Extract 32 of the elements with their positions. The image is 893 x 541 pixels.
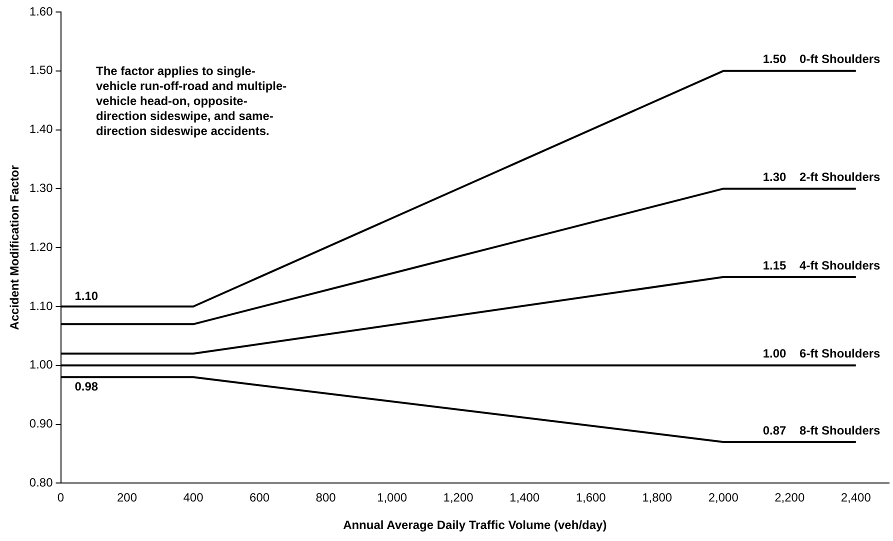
x-tick-label: 0 (57, 490, 64, 505)
text: 1.15 4-ft Shoulders (762, 258, 880, 272)
x-tick-label: 1,000 (377, 490, 408, 505)
y-tick-label: 0.80 (29, 476, 54, 490)
y-tick-label: 1.50 (29, 63, 54, 78)
y-axis-title: Accident Modification Factor (8, 164, 22, 330)
x-tick-label: 400 (183, 490, 204, 505)
x-tick-label: 1,200 (443, 490, 474, 505)
y-tick-label: 1.20 (29, 240, 54, 254)
data-label: 1.10 (74, 288, 98, 303)
y-tick-label: 1.30 (29, 181, 54, 196)
x-tick-label: 800 (316, 490, 336, 505)
y-tick-label: 1.60 (29, 4, 54, 18)
y-tick-label: 0.90 (29, 416, 54, 431)
x-tick-label: 1,600 (576, 490, 606, 505)
x-tick-label: 2,200 (774, 490, 805, 505)
text: 0.87 8-ft Shoulders (762, 423, 880, 438)
x-tick-label: 2,400 (840, 490, 872, 505)
y-tick-label: 1.40 (29, 122, 54, 136)
annotation: The factor applies to single-vehicle run-off-road and multiple-vehicle head-on, opposite-direction sideswipe, and same-direction sideswipe accidents. (96, 64, 288, 139)
y-tick-label: 1.10 (29, 298, 54, 313)
x-tick-label: 1,400 (510, 490, 540, 505)
text: 1.00 6-ft Shoulders (762, 346, 880, 361)
x-tick-label: 2,000 (708, 490, 739, 505)
y-tick-label: 1.00 (29, 358, 54, 372)
x-tick-label: 200 (117, 490, 138, 505)
text: 1.30 2-ft Shoulders (762, 170, 880, 184)
text: 1.50 0-ft Shoulders (762, 52, 880, 66)
x-axis-title: Annual Average Daily Traffic Volume (veh/day) (343, 518, 607, 532)
data-label: 0.98 (74, 379, 98, 394)
x-tick-label: 600 (250, 490, 270, 505)
x-tick-label: 1,800 (642, 490, 672, 505)
